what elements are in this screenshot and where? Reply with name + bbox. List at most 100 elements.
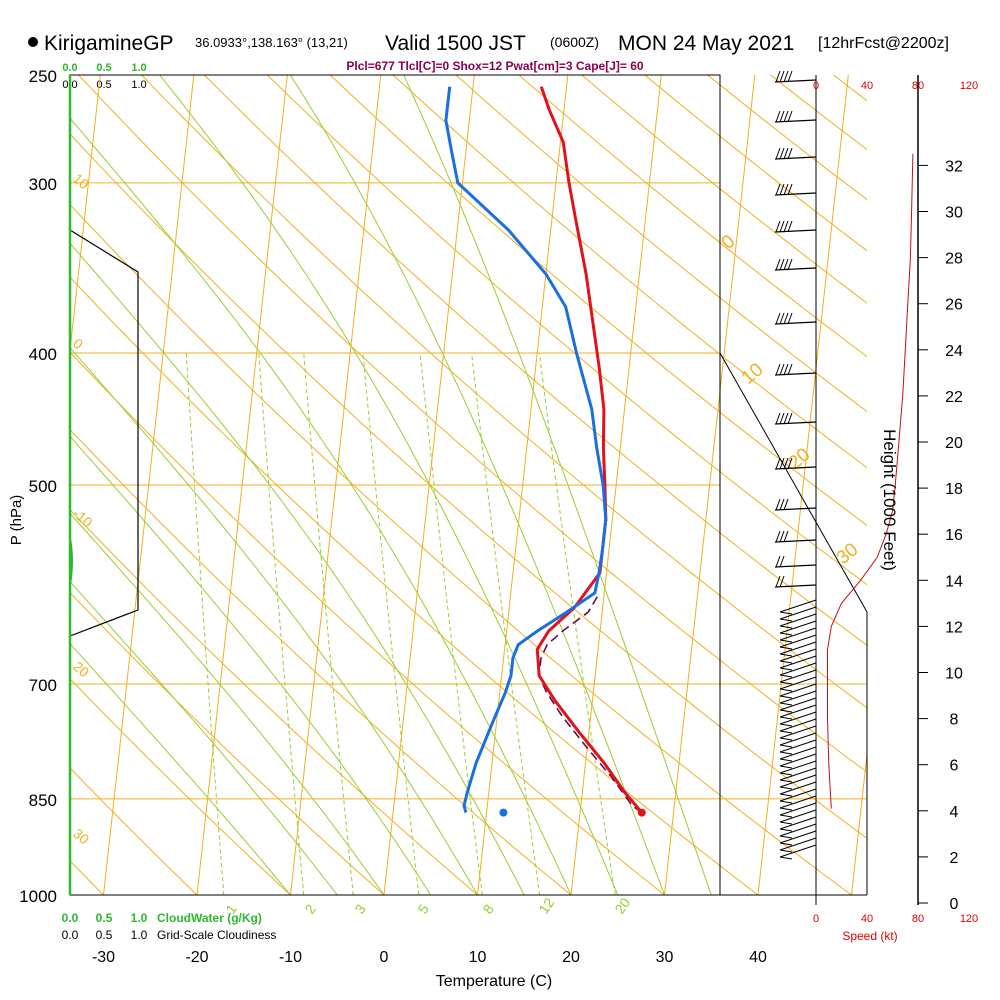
- wind-barb-flag: [779, 147, 785, 160]
- mixing-ratio-line: [258, 352, 305, 895]
- wind-barb-flag: [779, 723, 793, 727]
- temperature-tick-label: 10: [469, 949, 487, 966]
- height-tick-label: 20: [945, 435, 963, 452]
- mixing-ratio-label: 8: [479, 901, 497, 917]
- height-tick-label: 32: [945, 158, 963, 175]
- pressure-tick-label: 1000: [19, 887, 57, 906]
- wind-barb-staff: [779, 690, 817, 704]
- wind-barb-flag: [783, 363, 789, 376]
- station-coords: 36.0933°,138.163° (13,21): [195, 35, 348, 50]
- height-tick-label: 0: [950, 896, 959, 913]
- dry-adiabat-line: [266, 75, 867, 586]
- wind-barb-flag: [779, 412, 785, 425]
- wind-barb-staff: [779, 837, 817, 851]
- moist-adiabat-line: [70, 117, 572, 895]
- moist-adiabat-line: [70, 435, 432, 895]
- wind-barb-flag: [779, 457, 785, 470]
- wind-barb-flag: [779, 625, 793, 629]
- wind-barb-flag: [783, 183, 789, 196]
- wind-barb-flag: [779, 183, 785, 196]
- dry-adiabat-line: [140, 75, 867, 709]
- dry-adiabat-line: [70, 133, 867, 839]
- wind-barb-flag: [783, 498, 789, 511]
- wind-barb-flag: [775, 363, 781, 376]
- wind-barb-flag: [779, 849, 793, 853]
- dry-adiabat-line: [518, 75, 867, 358]
- wind-barb-flag: [775, 530, 781, 543]
- wind-barb-staff: [774, 466, 817, 470]
- wind-barb-flag: [779, 530, 785, 543]
- stability-indices: Plcl=677 Tlcl[C]=0 Shox=12 Pwat[cm]=3 Ca…: [346, 59, 643, 73]
- height-tick-label: 22: [945, 389, 963, 406]
- wind-barb-flag: [783, 312, 789, 325]
- height-tick-label: 12: [945, 619, 963, 636]
- wind-barb-flag: [787, 457, 793, 470]
- thermo-background-lines: [0, 75, 867, 895]
- pressure-tick-label: 250: [29, 67, 57, 86]
- wind-barb-flag: [775, 312, 781, 325]
- wind-barb-flag: [775, 258, 781, 271]
- wind-barb-staff: [779, 802, 817, 816]
- mixing-ratio-line: [185, 352, 225, 895]
- wind-barb-staff: [779, 599, 817, 613]
- moist-adiabat-line: [159, 75, 619, 895]
- surface-dewpoint-point: [499, 808, 508, 817]
- dry-adiabat-line: [329, 75, 867, 527]
- isotherm-line: [0, 75, 7, 895]
- cloudwater-profile: [69, 537, 73, 586]
- wind-barb-staff: [779, 648, 817, 662]
- mixing-ratio-line: [471, 352, 541, 895]
- wind-speed-curve: [827, 153, 914, 809]
- cloudwater-label: CloudWater (g/Kg): [157, 911, 262, 925]
- height-tick-label: 24: [945, 343, 963, 360]
- wind-barb-flag: [779, 765, 793, 769]
- wind-barb-staff: [779, 711, 817, 725]
- temperature-ticks: -30 -20 -10 0 10 20 30 40: [92, 949, 767, 966]
- mixing-ratio-label: 20: [611, 895, 633, 917]
- wind-barb-flag: [779, 632, 793, 636]
- wind-barb-staff: [779, 634, 817, 648]
- speed-tick: 80: [912, 80, 924, 92]
- isotherm-line: [383, 75, 475, 895]
- wind-barb-staff: [779, 655, 817, 669]
- wind-barb-staff: [774, 539, 817, 543]
- valid-time: Valid 1500 JST: [385, 32, 526, 55]
- height-tick-label: 10: [945, 666, 963, 683]
- wind-barb-flag: [779, 575, 785, 588]
- forecast-label: [12hrFcst@2200z]: [818, 35, 949, 52]
- wind-barb-staff: [774, 372, 817, 376]
- wind-barb-flag: [787, 312, 793, 325]
- wind-barb-flag: [783, 220, 789, 233]
- wind-barb-staff: [779, 774, 817, 788]
- cloudiness-tick: 1.0: [131, 928, 148, 942]
- moist-adiabat-line: [403, 75, 712, 895]
- pressure-tick-label: 700: [29, 676, 57, 695]
- pressure-tick-label: 500: [29, 477, 57, 496]
- wind-barb-staff: [779, 830, 817, 844]
- parcel-trace: [538, 592, 643, 814]
- speed-tick: 120: [960, 80, 978, 92]
- height-tick-label: 2: [950, 850, 959, 867]
- isotherm-label: 20: [785, 444, 815, 474]
- surface-temperature-point: [637, 808, 646, 817]
- isotherm-line: [290, 75, 382, 895]
- wind-barb-staff: [779, 697, 817, 711]
- wind-barb-flag: [787, 363, 793, 376]
- wind-barb-staff: [779, 704, 817, 718]
- mixing-ratio-label: 2: [301, 901, 319, 917]
- wind-barb-staff: [774, 564, 817, 568]
- wind-barb-staff: [774, 584, 817, 588]
- wind-barb-flag: [779, 744, 793, 748]
- temperature-tick-label: 30: [656, 949, 674, 966]
- wind-barb-staff: [774, 321, 817, 325]
- dry-adiabat-line: [70, 767, 198, 895]
- wind-barb-flag: [779, 716, 793, 720]
- wind-barb-flag: [779, 842, 793, 846]
- wind-barb-flag: [775, 498, 781, 511]
- bottom-cloud-scales: 0.0 0.5 1.0 CloudWater (g/Kg) 0.0 0.5 1.…: [62, 911, 277, 942]
- dry-adiabat-label: -10: [70, 505, 96, 530]
- wind-barb-flag: [779, 611, 793, 615]
- cloudiness-profile: [69, 229, 139, 637]
